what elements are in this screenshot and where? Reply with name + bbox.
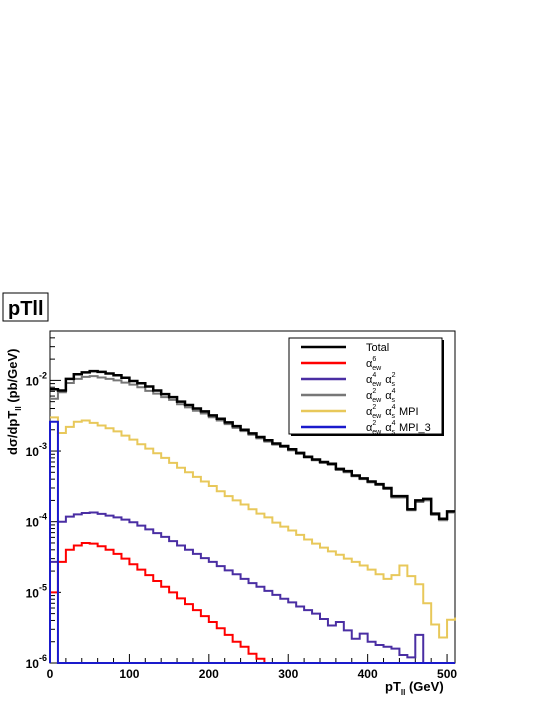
title-frame bbox=[2, 292, 49, 322]
y-tick-label: 10-4 bbox=[26, 512, 47, 530]
x-axis-label-main: pTll (GeV) bbox=[385, 679, 444, 697]
y-axis-label-main: dσ/dpTll (pb/GeV) bbox=[5, 348, 23, 455]
x-tick-label: 400 bbox=[358, 667, 378, 681]
data-series bbox=[49, 369, 456, 664]
series-line bbox=[50, 416, 456, 639]
y-axis-title: dσ/dpTll (pb/GeV) bbox=[5, 348, 23, 455]
y-tick-label: 10-5 bbox=[26, 582, 47, 600]
legend-label: α6 ew bbox=[366, 356, 382, 372]
legend-label: α2 ew α4 s MPI bbox=[366, 404, 419, 420]
series-line bbox=[50, 369, 455, 521]
legend-label: Total bbox=[366, 342, 389, 354]
series-line bbox=[50, 541, 289, 664]
chart-title: pTll bbox=[8, 298, 44, 320]
x-tick-label: 200 bbox=[199, 667, 219, 681]
legend-label: α4 ew α2 s bbox=[366, 372, 396, 388]
axis-ticks: 0 100 200 300 400 500 10-6 10-5 10-4 10-3 10-2 bbox=[26, 330, 457, 681]
legend-label: α2 ew α4 s bbox=[366, 388, 396, 404]
series-line bbox=[50, 511, 432, 664]
x-tick-label: 500 bbox=[437, 667, 457, 681]
y-tick-label: 10-6 bbox=[26, 653, 47, 671]
y-tick-label: 10-2 bbox=[26, 370, 47, 388]
x-tick-label: 0 bbox=[47, 667, 54, 681]
legend-label: α2 ew α4 s MPI_3 bbox=[366, 420, 431, 436]
x-tick-label: 100 bbox=[119, 667, 139, 681]
chart-title-box: pTll bbox=[2, 292, 49, 322]
y-tick-label: 10-3 bbox=[26, 441, 47, 459]
x-axis-title: pTll (GeV) bbox=[385, 679, 444, 697]
legend: Total α6 ew α4 ew α2 s α2 ew α4 s α2 ew α4 s MPI… bbox=[288, 337, 444, 436]
x-tick-label: 300 bbox=[278, 667, 298, 681]
series-line bbox=[49, 420, 455, 664]
legend-box bbox=[288, 337, 443, 435]
